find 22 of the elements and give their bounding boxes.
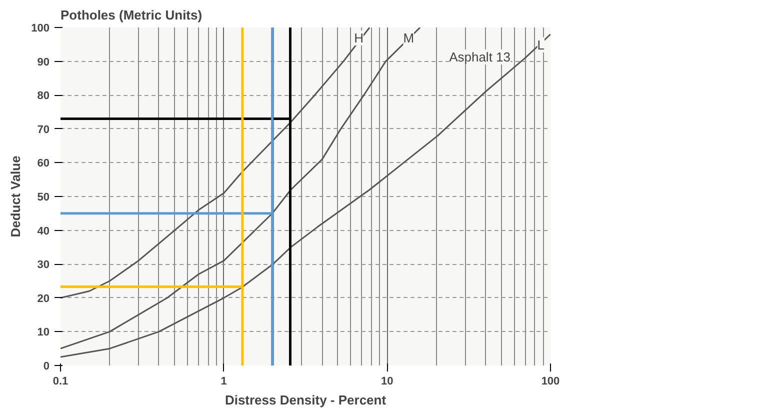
chart-title: Potholes (Metric Units)	[60, 8, 202, 22]
x-tick-label: 1	[220, 376, 227, 388]
x-tick-label: 0.1	[52, 376, 68, 388]
y-tick-label: 20	[37, 292, 50, 305]
y-axis-title: Deduct Value	[8, 156, 24, 238]
y-tick-label: 100	[31, 22, 50, 34]
annotation: Asphalt 13	[449, 50, 511, 64]
x-axis-title: Distress Density - Percent	[224, 392, 387, 408]
y-tick-label: 50	[37, 192, 50, 204]
x-tick-label: 100	[541, 376, 560, 388]
y-tick-label: 60	[37, 158, 50, 170]
x-tick-label: 10	[381, 376, 394, 388]
y-tick-label: 40	[37, 225, 50, 238]
y-tick-label: 90	[37, 56, 50, 68]
series-label: H	[354, 30, 364, 46]
y-tick-label: 70	[37, 124, 50, 136]
y-tick-label: 80	[37, 90, 50, 102]
series-label: L	[537, 37, 545, 52]
y-tick-label: 30	[37, 259, 50, 272]
series-label: M	[403, 30, 414, 46]
y-tick-label: 0	[43, 360, 50, 372]
y-tick-label: 10	[37, 326, 50, 339]
